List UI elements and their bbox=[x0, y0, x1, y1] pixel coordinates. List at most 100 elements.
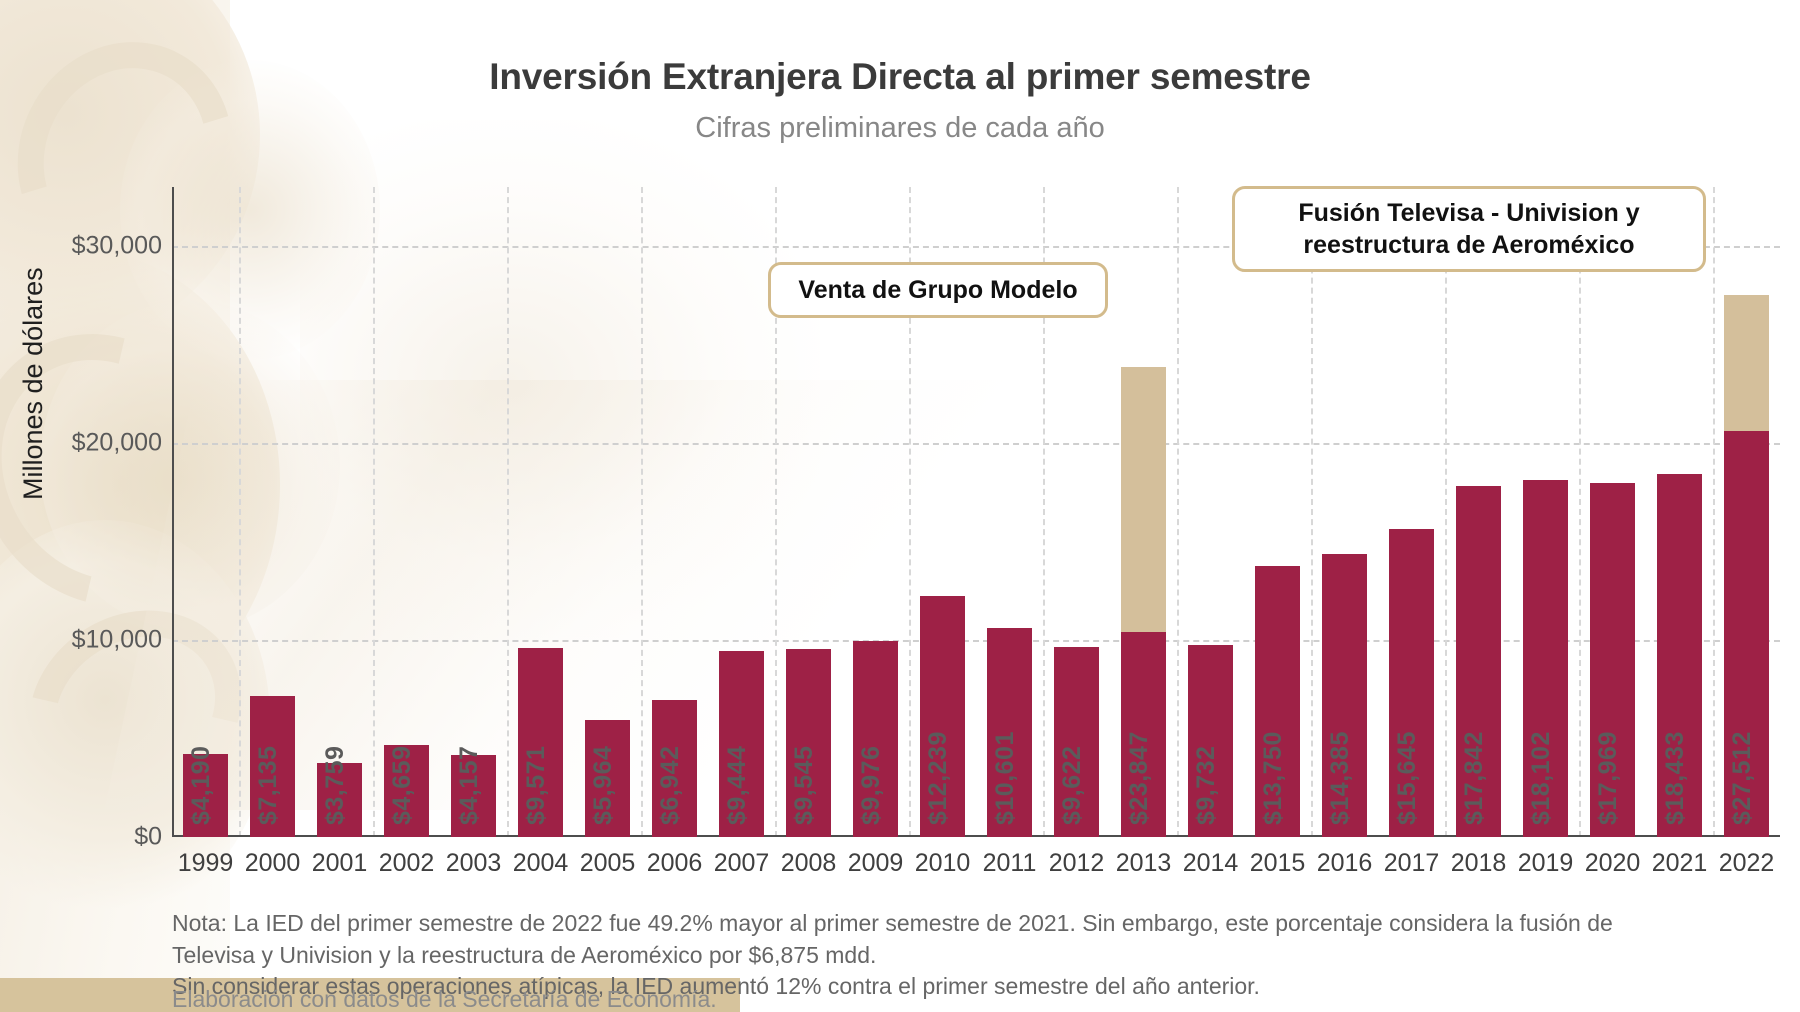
bar-2017[interactable]: $15,645 bbox=[1389, 528, 1434, 837]
bar-value-label: $9,545 bbox=[790, 745, 819, 825]
bar-2009[interactable]: $9,976 bbox=[853, 640, 898, 837]
x-axis-tick-label-2002: 2002 bbox=[378, 849, 435, 877]
bar-value-label: $4,659 bbox=[388, 745, 417, 825]
bar-value-label: $18,102 bbox=[1527, 731, 1556, 825]
gridline-vertical bbox=[1177, 187, 1179, 837]
footer-source: Elaboración con datos de la Secretaría d… bbox=[172, 986, 717, 1012]
x-axis-tick-label-2022: 2022 bbox=[1718, 849, 1775, 877]
bar-segment-regular bbox=[853, 640, 898, 837]
bar-2015[interactable]: $13,750 bbox=[1255, 566, 1300, 837]
bar-value-label: $9,444 bbox=[723, 745, 752, 825]
bar-segment-regular bbox=[1255, 566, 1300, 837]
footer-note-line-2: Televisa y Univision y la reestructura d… bbox=[172, 941, 877, 968]
x-axis-tick-label-2021: 2021 bbox=[1651, 849, 1708, 877]
gridline-vertical bbox=[1579, 187, 1581, 837]
bar-2005[interactable]: $5,964 bbox=[585, 719, 630, 837]
bar-2002[interactable]: $4,659 bbox=[384, 745, 429, 837]
bar-segment-regular bbox=[1389, 528, 1434, 837]
bar-segment-regular bbox=[786, 649, 831, 837]
x-axis-tick-label-2003: 2003 bbox=[445, 849, 502, 877]
x-axis-tick-label-2014: 2014 bbox=[1182, 849, 1239, 877]
gridline-vertical bbox=[1311, 187, 1313, 837]
bar-2013[interactable]: $23,847 bbox=[1121, 367, 1166, 837]
bar-value-label: $18,433 bbox=[1661, 731, 1690, 825]
bar-value-label: $3,759 bbox=[321, 745, 350, 825]
x-axis-tick-label-2019: 2019 bbox=[1517, 849, 1574, 877]
gridline-horizontal bbox=[172, 640, 1780, 643]
bar-2011[interactable]: $10,601 bbox=[987, 628, 1032, 837]
gridline-vertical bbox=[1043, 187, 1045, 837]
bar-segment-regular bbox=[250, 696, 295, 837]
footer-note-line-3: Sin considerar estas operaciones atípica… bbox=[172, 973, 1260, 1000]
x-axis-tick-label-2012: 2012 bbox=[1048, 849, 1105, 877]
footer-color-strip bbox=[0, 978, 740, 1012]
bar-2022[interactable]: $27,512 bbox=[1724, 295, 1769, 837]
bar-value-label: $5,964 bbox=[589, 745, 618, 825]
bar-segment-regular bbox=[920, 595, 965, 837]
x-axis-tick-label-2020: 2020 bbox=[1584, 849, 1641, 877]
bar-value-label: $14,385 bbox=[1326, 731, 1355, 825]
bar-2016[interactable]: $14,385 bbox=[1322, 553, 1367, 837]
bar-segment-regular bbox=[1054, 647, 1099, 837]
bar-value-label: $9,732 bbox=[1192, 745, 1221, 825]
x-axis-tick-label-2013: 2013 bbox=[1115, 849, 1172, 877]
callout-televisa-text: Fusión Televisa - Univision y reestructu… bbox=[1298, 197, 1639, 261]
bar-segment-regular bbox=[987, 628, 1032, 837]
x-axis-tick-label-2015: 2015 bbox=[1249, 849, 1306, 877]
bar-2006[interactable]: $6,942 bbox=[652, 700, 697, 837]
bar-value-label: $4,157 bbox=[455, 745, 484, 825]
bar-segment-regular bbox=[1657, 473, 1702, 837]
bar-2020[interactable]: $17,969 bbox=[1590, 483, 1635, 837]
bar-2003[interactable]: $4,157 bbox=[451, 746, 496, 837]
bar-2010[interactable]: $12,239 bbox=[920, 595, 965, 837]
gridline-vertical bbox=[239, 187, 241, 837]
footer-note: Nota: La IED del primer semestre de 2022… bbox=[172, 908, 1732, 1003]
y-axis-tick-label: $20,000 bbox=[71, 428, 162, 457]
x-axis-tick-label-2016: 2016 bbox=[1316, 849, 1373, 877]
callout-grupo-modelo: Venta de Grupo Modelo bbox=[768, 262, 1108, 318]
bar-1999[interactable]: $4,190 bbox=[183, 746, 228, 837]
bar-segment-regular bbox=[317, 762, 362, 837]
x-axis-tick-label-2008: 2008 bbox=[780, 849, 837, 877]
bar-segment-regular bbox=[1456, 485, 1501, 837]
callout-televisa-line1: Fusión Televisa - Univision y bbox=[1298, 199, 1640, 227]
bar-segment-regular bbox=[183, 754, 228, 837]
plot-area: $4,190 $7,135 $3,759 $4,659 $4,157 $9,571 $5,9… bbox=[172, 187, 1780, 837]
callout-grupo-modelo-text: Venta de Grupo Modelo bbox=[798, 276, 1078, 304]
bar-value-label: $15,645 bbox=[1393, 731, 1422, 825]
bar-segment-atypical bbox=[1121, 367, 1166, 633]
x-axis-tick-label-2017: 2017 bbox=[1383, 849, 1440, 877]
bar-2007[interactable]: $9,444 bbox=[719, 650, 764, 837]
bar-2012[interactable]: $9,622 bbox=[1054, 647, 1099, 837]
bar-2008[interactable]: $9,545 bbox=[786, 649, 831, 837]
bar-value-label: $9,976 bbox=[857, 745, 886, 825]
gridline-vertical bbox=[1445, 187, 1447, 837]
y-axis-tick-label: $10,000 bbox=[71, 625, 162, 654]
bar-2021[interactable]: $18,433 bbox=[1657, 473, 1702, 837]
y-axis-title: Millones de dólares bbox=[18, 267, 48, 500]
bar-segment-regular bbox=[1188, 645, 1233, 837]
x-axis-tick-label-2018: 2018 bbox=[1450, 849, 1507, 877]
x-axis-tick-label-2011: 2011 bbox=[982, 849, 1037, 877]
bar-segment-regular bbox=[451, 755, 496, 837]
bar-2000[interactable]: $7,135 bbox=[250, 696, 295, 837]
bar-2019[interactable]: $18,102 bbox=[1523, 480, 1568, 837]
bar-value-label: $27,512 bbox=[1728, 731, 1757, 825]
x-axis-tick-label-2001: 2001 bbox=[311, 849, 368, 877]
y-axis-line bbox=[172, 187, 174, 837]
bars-layer: $4,190 $7,135 $3,759 $4,659 $4,157 $9,571 $5,9… bbox=[172, 187, 1780, 837]
bar-value-label: $9,622 bbox=[1058, 745, 1087, 825]
bar-value-label: $13,750 bbox=[1259, 731, 1288, 825]
gridline-vertical bbox=[1713, 187, 1715, 837]
bar-2001[interactable]: $3,759 bbox=[317, 746, 362, 837]
footer-note-line-1: Nota: La IED del primer semestre de 2022… bbox=[172, 910, 1613, 936]
x-axis-tick-label-1999: 1999 bbox=[177, 849, 234, 877]
bar-2004[interactable]: $9,571 bbox=[518, 648, 563, 837]
bar-2014[interactable]: $9,732 bbox=[1188, 645, 1233, 837]
bar-segment-regular bbox=[719, 650, 764, 837]
gridline-vertical bbox=[641, 187, 643, 837]
bar-2018[interactable]: $17,842 bbox=[1456, 485, 1501, 837]
watermark-blob bbox=[300, 120, 820, 640]
bar-value-label: $17,969 bbox=[1594, 731, 1623, 825]
